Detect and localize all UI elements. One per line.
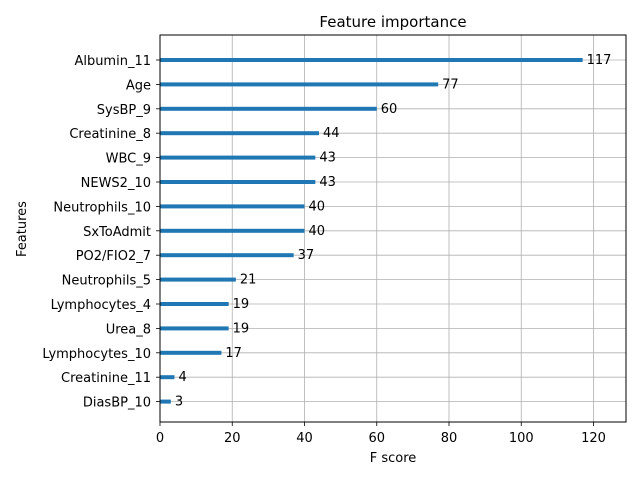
category-label: Urea_8 bbox=[106, 322, 151, 337]
bar bbox=[160, 131, 319, 136]
data-label: 4 bbox=[178, 370, 186, 385]
category-label: SxToAdmit bbox=[83, 225, 151, 240]
category-label: Creatinine_11 bbox=[61, 371, 151, 386]
x-tick-label: 80 bbox=[441, 431, 458, 446]
bar bbox=[160, 204, 305, 209]
bar bbox=[160, 302, 229, 306]
category-label: Albumin_11 bbox=[74, 54, 151, 69]
plot-frame bbox=[159, 34, 627, 423]
x-tick-label: 100 bbox=[509, 431, 534, 446]
bar bbox=[160, 326, 229, 331]
category-label: Age bbox=[126, 78, 151, 93]
category-label: Lymphocytes_4 bbox=[51, 298, 151, 313]
bar bbox=[160, 82, 439, 87]
category-label: Neutrophils_5 bbox=[62, 274, 151, 289]
x-tick-label: 60 bbox=[368, 431, 385, 446]
data-label: 60 bbox=[381, 102, 398, 117]
data-label: 44 bbox=[323, 126, 340, 141]
data-label: 43 bbox=[319, 175, 336, 190]
data-label: 19 bbox=[233, 297, 250, 312]
bar bbox=[160, 106, 377, 111]
data-label: 37 bbox=[298, 248, 315, 263]
x-axis-ticks: 0 20 40 60 80 100 120 bbox=[156, 422, 606, 446]
category-label: Creatinine_8 bbox=[69, 127, 151, 142]
bar bbox=[160, 253, 294, 258]
bar bbox=[160, 399, 171, 404]
category-label: WBC_9 bbox=[106, 152, 151, 167]
x-tick-label: 40 bbox=[296, 431, 313, 446]
bars bbox=[160, 58, 583, 404]
category-label: DiasBP_10 bbox=[83, 396, 151, 411]
chart-title: Feature importance bbox=[319, 13, 466, 31]
data-label: 40 bbox=[308, 199, 325, 214]
y-axis-title: Features bbox=[15, 201, 30, 257]
data-label: 21 bbox=[240, 273, 257, 288]
category-label: NEWS2_10 bbox=[81, 176, 151, 191]
category-label: Lymphocytes_10 bbox=[42, 347, 151, 362]
data-label: 17 bbox=[225, 346, 242, 361]
category-label: Neutrophils_10 bbox=[53, 200, 151, 215]
x-tick-label: 120 bbox=[581, 431, 606, 446]
x-tick-label: 0 bbox=[156, 431, 164, 446]
bar bbox=[160, 375, 175, 380]
bar bbox=[160, 228, 305, 233]
data-label: 43 bbox=[319, 151, 336, 166]
bar bbox=[160, 155, 316, 160]
data-label: 3 bbox=[175, 395, 183, 410]
category-label: PO2/FIO2_7 bbox=[76, 249, 151, 264]
category-label: SysBP_9 bbox=[97, 103, 151, 118]
data-label: 40 bbox=[308, 224, 325, 239]
bar bbox=[160, 180, 316, 184]
x-tick-label: 20 bbox=[224, 431, 241, 446]
data-label: 77 bbox=[442, 77, 459, 92]
grid-lines bbox=[159, 35, 626, 422]
bar bbox=[160, 58, 583, 62]
y-axis-categories: Albumin_11 Age SysBP_9 Creatinine_8 WBC_9 NEW… bbox=[42, 54, 160, 411]
x-axis-title: F score bbox=[370, 451, 417, 466]
bar bbox=[160, 277, 236, 282]
data-label: 19 bbox=[233, 321, 250, 336]
data-label: 117 bbox=[587, 53, 612, 68]
bar bbox=[160, 350, 222, 355]
